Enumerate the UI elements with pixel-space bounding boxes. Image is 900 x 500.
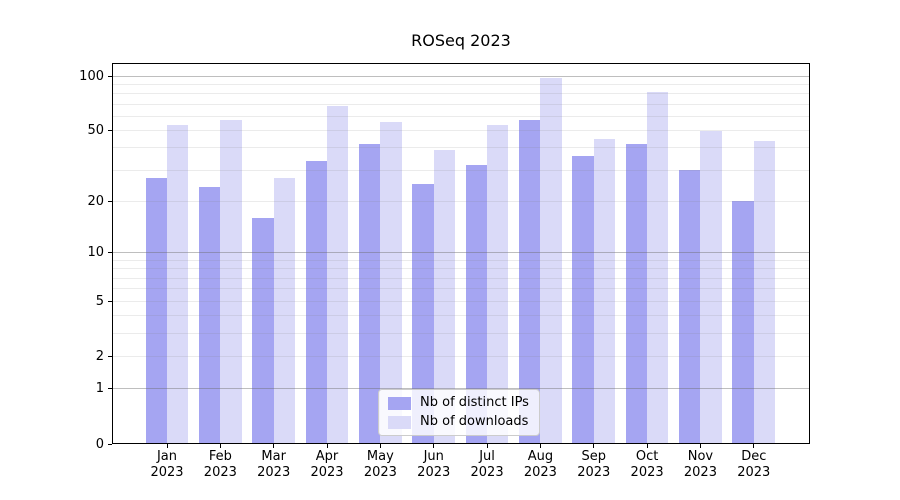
legend: Nb of distinct IPs Nb of downloads (378, 389, 540, 436)
bar-distinct-ips-jun (412, 184, 434, 444)
xtick-mark-mar (273, 444, 275, 448)
legend-label-distinct-ips: Nb of distinct IPs (420, 395, 529, 410)
xtick-label-mar: Mar 2023 (244, 449, 304, 481)
bar-downloads-may (380, 121, 402, 444)
bar-distinct-ips-jul (465, 165, 488, 444)
xtick-year-text: 2023 (683, 465, 717, 480)
bar-distinct-ips-aug (519, 120, 541, 444)
xtick-label-jul: Jul 2023 (457, 449, 517, 481)
xtick-year-text: 2023 (417, 465, 451, 480)
xtick-mark-oct (646, 444, 648, 448)
ytick-label-5: 5 (95, 293, 104, 309)
bar-distinct-ips-may (359, 144, 381, 444)
ytick-mark-5 (108, 300, 112, 302)
xtick-mark-apr (326, 444, 328, 448)
bar-downloads-aug (540, 78, 562, 444)
bar-downloads-jul (487, 124, 509, 444)
bar-distinct-ips-oct (625, 144, 648, 444)
legend-swatch-distinct-ips (388, 396, 411, 410)
xtick-month-text: Feb (208, 449, 232, 464)
xtick-year-text: 2023 (203, 465, 237, 480)
xtick-label-dec: Dec 2023 (724, 449, 784, 481)
xtick-year-text: 2023 (470, 465, 504, 480)
ytick-mark-10 (108, 252, 112, 254)
xtick-year-text: 2023 (630, 465, 664, 480)
plot-area (112, 63, 810, 444)
xtick-label-may: May 2023 (350, 449, 410, 481)
bar-distinct-ips-mar (252, 218, 274, 444)
xtick-label-apr: Apr 2023 (297, 449, 357, 481)
bar-downloads-nov (700, 130, 722, 444)
xtick-label-oct: Oct 2023 (617, 449, 677, 481)
ytick-mark-50 (108, 130, 112, 132)
legend-item-downloads: Nb of downloads (388, 414, 529, 430)
xtick-month-text: Dec (741, 449, 767, 464)
xtick-mark-dec (753, 444, 755, 448)
xtick-label-sep: Sep 2023 (564, 449, 624, 481)
xtick-year-text: 2023 (523, 465, 557, 480)
xtick-year-text: 2023 (150, 465, 184, 480)
bar-downloads-oct (647, 91, 669, 444)
xtick-month-text: Jun (423, 449, 444, 464)
xtick-month-text: Oct (635, 449, 659, 464)
xtick-mark-jan (166, 444, 168, 448)
ytick-mark-0 (108, 443, 112, 445)
legend-label-downloads: Nb of downloads (420, 414, 529, 429)
xtick-mark-sep (593, 444, 595, 448)
ytick-mark-1 (108, 388, 112, 390)
xtick-year-text: 2023 (257, 465, 291, 480)
xtick-month-text: May (366, 449, 394, 464)
xtick-mark-jun (433, 444, 435, 448)
ytick-mark-20 (108, 200, 112, 202)
legend-item-distinct-ips: Nb of distinct IPs (388, 395, 529, 411)
xtick-mark-aug (539, 444, 541, 448)
xtick-label-feb: Feb 2023 (190, 449, 250, 481)
ytick-mark-100 (108, 75, 112, 77)
xtick-month-text: Aug (527, 449, 554, 464)
bar-distinct-ips-jan (145, 178, 167, 444)
bar-downloads-feb (220, 120, 242, 444)
bar-downloads-mar (273, 178, 296, 444)
xtick-month-text: Apr (315, 449, 339, 464)
xtick-year-text: 2023 (363, 465, 397, 480)
xtick-month-text: Jul (479, 449, 495, 464)
ytick-label-2: 2 (95, 348, 104, 364)
bar-distinct-ips-apr (305, 160, 328, 444)
xtick-label-jun: Jun 2023 (404, 449, 464, 481)
bar-distinct-ips-nov (679, 170, 701, 444)
bar-downloads-sep (593, 138, 616, 444)
xtick-label-aug: Aug 2023 (510, 449, 570, 481)
ytick-label-50: 50 (87, 123, 104, 139)
bar-distinct-ips-feb (199, 187, 221, 444)
xtick-month-text: Jan (156, 449, 178, 464)
xtick-mark-may (379, 444, 381, 448)
ytick-label-100: 100 (79, 68, 104, 84)
xtick-year-text: 2023 (737, 465, 771, 480)
ytick-mark-2 (108, 355, 112, 357)
bar-downloads-jun (433, 149, 456, 444)
xtick-year-text: 2023 (577, 465, 611, 480)
ytick-label-20: 20 (87, 193, 104, 209)
bar-distinct-ips-sep (572, 156, 594, 444)
xtick-mark-jul (486, 444, 488, 448)
xtick-month-text: Sep (581, 449, 606, 464)
xtick-label-jan: Jan 2023 (137, 449, 197, 481)
ytick-label-10: 10 (87, 245, 104, 261)
xtick-month-text: Nov (687, 449, 714, 464)
xtick-year-text: 2023 (310, 465, 344, 480)
ytick-label-0: 0 (95, 436, 104, 452)
xtick-label-nov: Nov 2023 (670, 449, 730, 481)
chart-title: ROSeq 2023 (411, 31, 511, 50)
xtick-mark-feb (219, 444, 221, 448)
bar-downloads-jan (167, 124, 189, 444)
xtick-month-text: Mar (261, 449, 286, 464)
bar-downloads-apr (327, 106, 349, 444)
ytick-label-1: 1 (95, 381, 104, 397)
bar-downloads-dec (753, 140, 776, 444)
xtick-mark-nov (699, 444, 701, 448)
legend-swatch-downloads (388, 415, 411, 429)
bar-distinct-ips-dec (732, 201, 754, 444)
